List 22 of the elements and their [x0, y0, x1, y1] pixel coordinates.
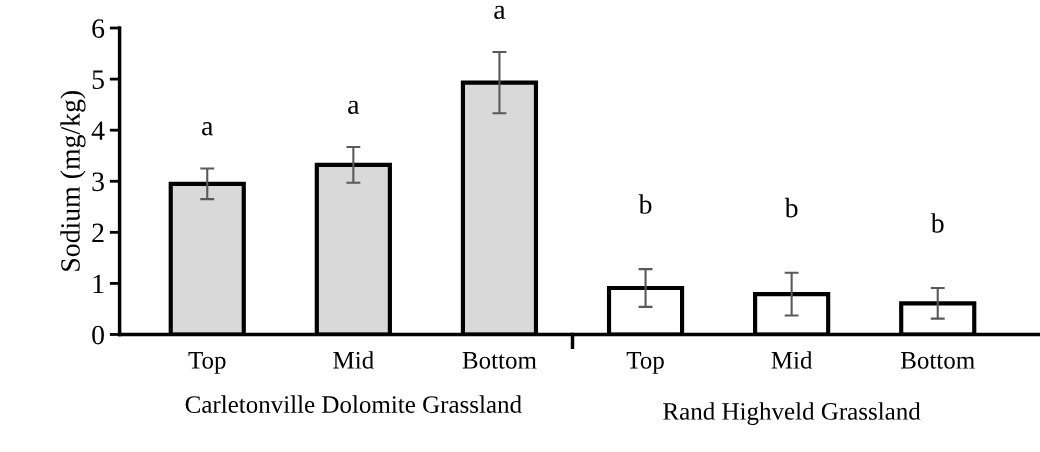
- x-tick-label: Mid: [333, 351, 374, 369]
- annotation: b: [784, 197, 798, 218]
- y-tick-label: 3: [92, 172, 104, 192]
- x-tick-label: Top: [188, 352, 226, 374]
- text: Carletonville Dolomite Grassland: [185, 395, 522, 413]
- x-tick-label: Bottom: [462, 352, 537, 369]
- y-tick-label: 6: [92, 19, 105, 38]
- x-tick-label: Top: [626, 352, 664, 374]
- annotation: b: [930, 213, 944, 233]
- y-tick-label: 4: [91, 121, 105, 140]
- y-tick-label: 1: [93, 274, 104, 294]
- y-tick-label: 5: [92, 70, 104, 90]
- x-tick-label: Mid: [771, 351, 813, 369]
- annotation: a: [202, 122, 214, 136]
- text: a: [494, 5, 506, 19]
- y-tick-label: 2: [92, 223, 104, 242]
- y-tick-label: 0: [92, 325, 104, 345]
- x-tick-label: Bottom: [900, 352, 975, 369]
- annotation: a: [348, 100, 360, 114]
- text: Rand Highveld Grassland: [663, 402, 921, 426]
- y-axis-title: Sodium (mg/kg): [60, 91, 86, 271]
- annotation: b: [638, 194, 652, 214]
